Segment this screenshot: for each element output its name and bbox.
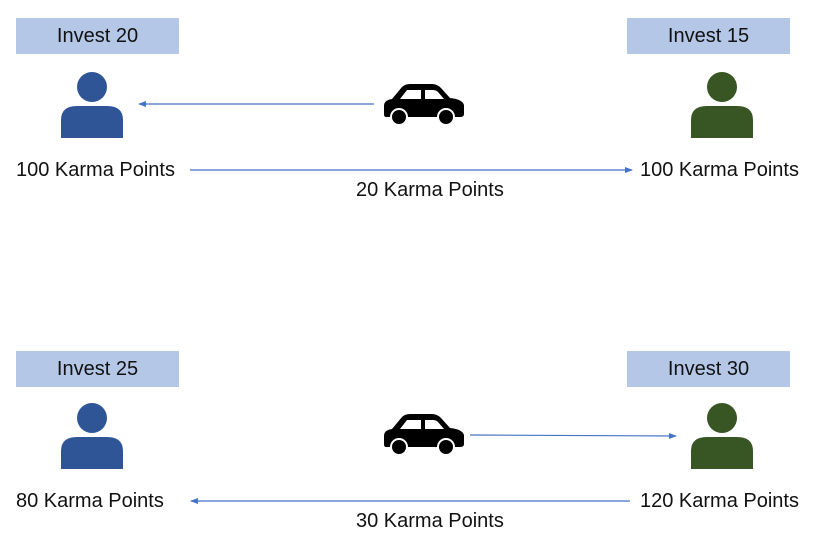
person-icon-bottom-right [691, 403, 753, 469]
invest-label: Invest 20 [56, 24, 139, 47]
invest-box-top-right: Invest 15 [627, 18, 790, 54]
karma-points-top-left: 100 Karma Points [16, 159, 175, 181]
invest-box-top-left: Invest 20 [16, 18, 179, 54]
karma-points-bottom-left: 80 Karma Points [16, 490, 164, 512]
person-icon-top-right [691, 72, 753, 138]
karma-points-bottom-right: 120 Karma Points [640, 490, 799, 512]
person-icon-bottom-left [61, 403, 123, 469]
car-icon-bottom [384, 414, 464, 456]
invest-label: Invest 30 [667, 357, 750, 380]
arrow-car-to-right-bottom [469, 432, 677, 439]
invest-label: Invest 25 [56, 357, 139, 380]
karma-points-top-right: 100 Karma Points [640, 159, 799, 181]
transfer-label-bottom: 30 Karma Points [356, 510, 504, 532]
invest-label: Invest 15 [667, 24, 750, 47]
car-icon-top [384, 84, 464, 126]
invest-box-bottom-left: Invest 25 [16, 351, 179, 387]
transfer-label-top: 20 Karma Points [356, 179, 504, 201]
person-icon-top-left [61, 72, 123, 138]
invest-box-bottom-right: Invest 30 [627, 351, 790, 387]
